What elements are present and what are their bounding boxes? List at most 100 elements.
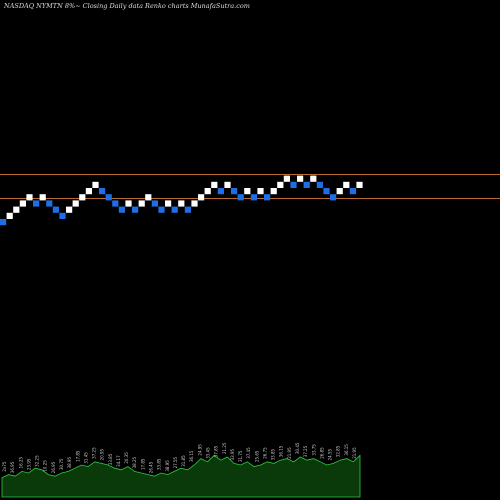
volume-label: 33.75 — [311, 444, 316, 456]
volume-label: 27.55 — [173, 456, 178, 468]
volume-label: 21.25 — [222, 442, 227, 454]
chart-title: NASDAQ NYMTN 8%~ Closing Daily data Renk… — [4, 2, 250, 10]
renko-brick-up — [191, 200, 198, 207]
volume-label: 32.25 — [35, 455, 40, 467]
volume-area — [1, 454, 361, 498]
renko-brick-down — [290, 181, 297, 188]
volume-label: 36.15 — [189, 450, 194, 462]
renko-brick-up — [224, 181, 231, 188]
volume-label: 17.85 — [75, 450, 80, 462]
renko-brick-up — [178, 200, 185, 207]
renko-brick-up — [343, 181, 350, 188]
volume-label: 26.45 — [149, 461, 154, 473]
volume-label: 36.95 — [10, 461, 15, 473]
volume-label: 37.85 — [214, 445, 219, 457]
renko-brick-down — [59, 212, 66, 219]
volume-labels: 2x75 36.95 16.25 23.95 32.25 10.25 26.95 30.75 3… — [2, 442, 357, 473]
volume-label: 33.95 — [230, 448, 235, 460]
renko-brick-up — [204, 188, 211, 195]
volume-label: 24.55 — [328, 448, 333, 460]
renko-brick-down — [105, 194, 112, 201]
volume-label: 25.65 — [254, 450, 259, 462]
renko-brick-down — [151, 200, 158, 207]
volume-label: 16.25 — [18, 456, 23, 468]
renko-brick-up — [198, 194, 205, 201]
renko-brick-down — [250, 194, 257, 201]
volume-label: 26.85 — [319, 447, 324, 459]
renko-brick-down — [316, 181, 323, 188]
renko-brick-up — [125, 200, 132, 207]
renko-brick-up — [145, 194, 152, 201]
renko-brick-down — [217, 188, 224, 195]
renko-brick-up — [244, 188, 251, 195]
renko-brick-down — [52, 206, 59, 213]
renko-brick-down — [33, 200, 40, 207]
renko-brick-up — [257, 188, 264, 195]
volume-label: 37.25 — [92, 447, 97, 459]
volume-label: 17.85 — [140, 458, 145, 470]
volume-label: 2x75 — [2, 461, 7, 471]
volume-label: 38.95 — [67, 456, 72, 468]
volume-label: 31.75 — [238, 450, 243, 462]
renko-brick-up — [270, 188, 277, 195]
volume-label: 38.95 — [165, 460, 170, 472]
volume-label: 20.95 — [100, 448, 105, 460]
volume-label: 37.45 — [246, 447, 251, 459]
renko-brick-up — [19, 200, 26, 207]
renko-brick-up — [72, 200, 79, 207]
renko-brick-up — [283, 175, 290, 182]
volume-area-path — [1, 454, 361, 498]
renko-brick-up — [211, 181, 218, 188]
renko-brick-up — [356, 181, 363, 188]
volume-label: 21.95 — [352, 447, 357, 459]
renko-brick-up — [310, 175, 317, 182]
renko-brick-down — [99, 188, 106, 195]
volume-label: 34.17 — [116, 455, 121, 467]
renko-brick-up — [277, 181, 284, 188]
renko-brick-down — [184, 206, 191, 213]
volume-label: 37.25 — [303, 445, 308, 457]
renko-brick-down — [0, 219, 7, 226]
volume-label: 10.25 — [43, 460, 48, 472]
renko-brick-down — [303, 181, 310, 188]
renko-brick-down — [46, 200, 53, 207]
renko-bricks — [0, 175, 363, 226]
volume-label: 30.75 — [59, 458, 64, 470]
volume-label: 36.15 — [279, 445, 284, 457]
volume-label: 26.75 — [262, 447, 267, 459]
renko-brick-up — [85, 188, 92, 195]
volume-label: 26.95 — [51, 461, 56, 473]
volume-label: 33.45 — [205, 447, 210, 459]
renko-brick-up — [165, 200, 172, 207]
renko-brick-down — [118, 206, 125, 213]
renko-brick-down — [349, 188, 356, 195]
renko-brick-up — [66, 206, 73, 213]
volume-label: 38.25 — [132, 456, 137, 468]
renko-brick-down — [158, 206, 165, 213]
renko-brick-down — [323, 188, 330, 195]
renko-brick-up — [138, 200, 145, 207]
renko-brick-up — [6, 212, 13, 219]
volume-label: 23.95 — [26, 458, 31, 470]
renko-brick-down — [237, 194, 244, 201]
renko-brick-up — [13, 206, 20, 213]
volume-label: 30.45 — [295, 442, 300, 454]
renko-brick-down — [171, 206, 178, 213]
renko-brick-down — [132, 206, 139, 213]
renko-brick-down — [330, 194, 337, 201]
renko-brick-up — [336, 188, 343, 195]
volume-label: 36.15 — [344, 444, 349, 456]
renko-brick-up — [79, 194, 86, 201]
renko-brick-down — [112, 200, 119, 207]
renko-brick-down — [231, 188, 238, 195]
volume-label: 31.85 — [181, 455, 186, 467]
renko-brick-up — [297, 175, 304, 182]
volume-label: 24.95 — [197, 444, 202, 456]
renko-brick-up — [26, 194, 33, 201]
volume-label: 33.85 — [157, 458, 162, 470]
volume-label: 33.85 — [271, 448, 276, 460]
volume-label: 32.85 — [336, 445, 341, 457]
renko-brick-up — [92, 181, 99, 188]
volume-label: 33.85 — [108, 453, 113, 465]
